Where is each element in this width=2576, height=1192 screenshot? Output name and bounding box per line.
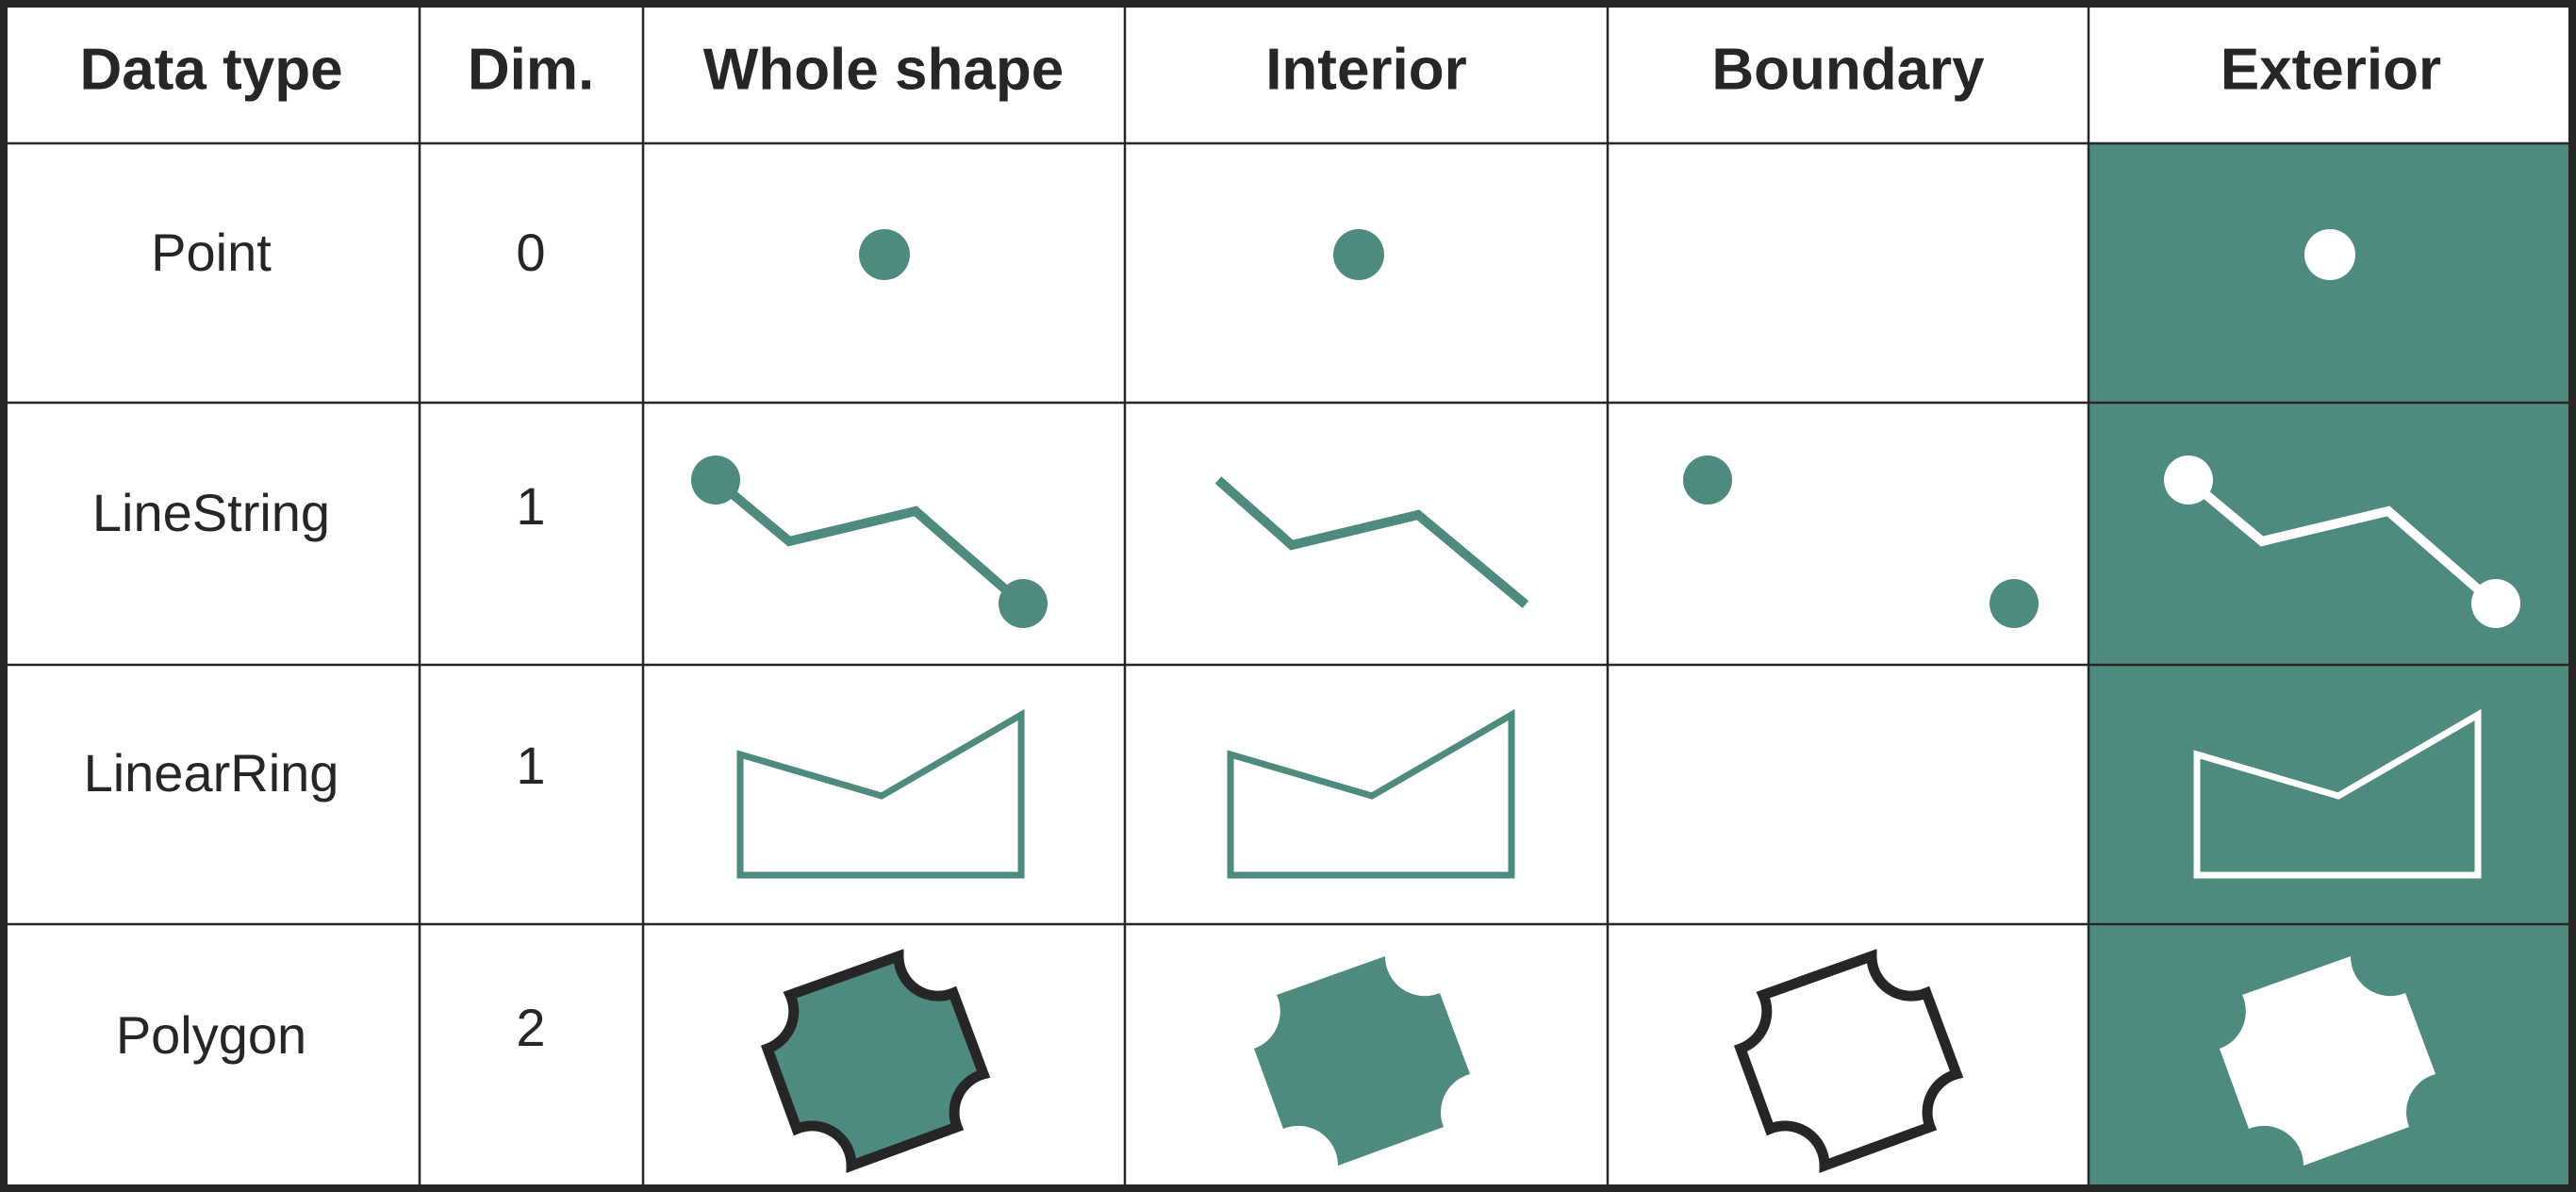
- row-point-type: Point: [151, 223, 272, 282]
- table-header: Data type Dim. Whole shape Interior Boun…: [79, 37, 2441, 102]
- header-whole-shape: Whole shape: [703, 37, 1064, 102]
- row-polygon-dim: 2: [516, 998, 545, 1057]
- linearring-whole-shape-icon: [736, 708, 1025, 879]
- row-linearring-dim: 1: [516, 736, 545, 795]
- row-labels: Point 0 LineString 1 LinearRing 1 Polygo…: [84, 223, 546, 1065]
- table-grid: [4, 4, 2572, 1188]
- header-boundary: Boundary: [1711, 37, 1985, 102]
- header-data-type: Data type: [79, 37, 342, 102]
- row-linearring-type: LinearRing: [84, 743, 339, 803]
- linearring-exterior-icon: [2193, 708, 2482, 879]
- header-exterior: Exterior: [2221, 37, 2441, 102]
- polygon-boundary-icon: [1733, 949, 1964, 1173]
- row-linestring-type: LineString: [92, 483, 330, 542]
- row-linestring-dim: 1: [516, 476, 545, 536]
- polygon-exterior-icon: [2220, 956, 2436, 1166]
- header-interior: Interior: [1265, 37, 1467, 102]
- header-dim: Dim.: [468, 37, 594, 102]
- linestring-boundary-icon: [1683, 455, 2039, 628]
- linearring-interior-icon: [1227, 708, 1515, 879]
- row-polygon-type: Polygon: [116, 1005, 306, 1065]
- polygon-whole-shape-icon: [760, 949, 991, 1173]
- polygon-interior-icon: [1254, 956, 1470, 1166]
- point-exterior-icon: [2304, 229, 2355, 280]
- linestring-interior-icon: [1214, 476, 1529, 608]
- point-interior-icon: [1333, 229, 1384, 280]
- point-whole-shape-icon: [859, 229, 910, 280]
- linestring-exterior-icon: [2164, 455, 2520, 628]
- row-point-dim: 0: [516, 223, 545, 282]
- linestring-whole-shape-icon: [691, 455, 1048, 628]
